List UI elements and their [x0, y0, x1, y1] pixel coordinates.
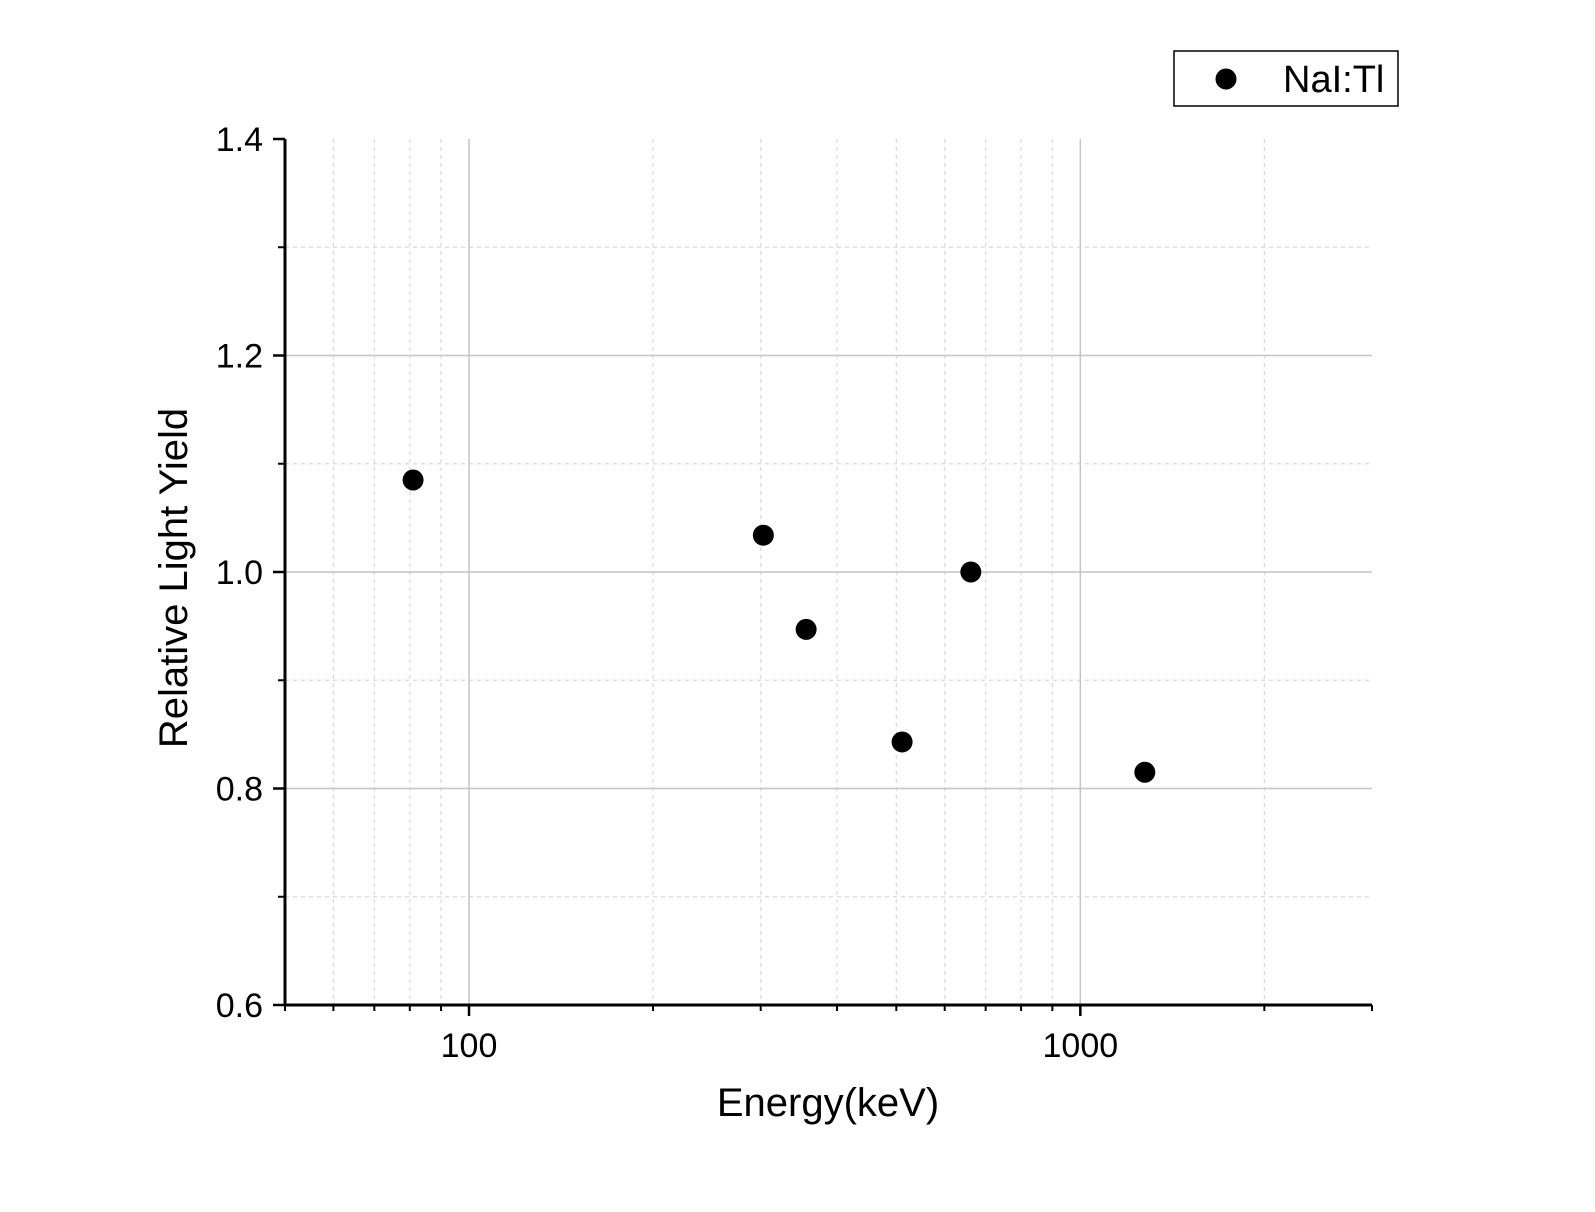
legend: NaI:Tl: [1173, 50, 1399, 107]
x-tick-label: 100: [441, 1027, 498, 1065]
data-point: [752, 524, 774, 546]
grid: [285, 139, 1372, 1005]
legend-box: [1173, 50, 1399, 107]
data-point: [960, 561, 982, 583]
data-point: [891, 731, 913, 753]
data-points: [402, 469, 1156, 783]
data-point: [1134, 761, 1156, 783]
y-tick-label: 1.4: [216, 121, 263, 159]
x-axis-title: Energy(keV): [717, 1081, 939, 1125]
y-tick-label: 0.8: [216, 771, 263, 809]
y-axis-title: Relative Light Yield: [152, 408, 196, 748]
data-point: [402, 469, 424, 491]
data-point: [795, 618, 817, 640]
y-tick-label: 1.2: [216, 338, 263, 376]
y-tick-label: 0.6: [216, 987, 263, 1025]
y-tick-label: 1.0: [216, 554, 263, 592]
ticks: 100 1000 0.6 0.8 1.0 1.2 1.4: [216, 121, 1373, 1065]
legend-marker-icon: [1215, 68, 1237, 90]
legend-label: NaI:Tl: [1283, 59, 1384, 101]
x-tick-label: 1000: [1043, 1027, 1119, 1065]
